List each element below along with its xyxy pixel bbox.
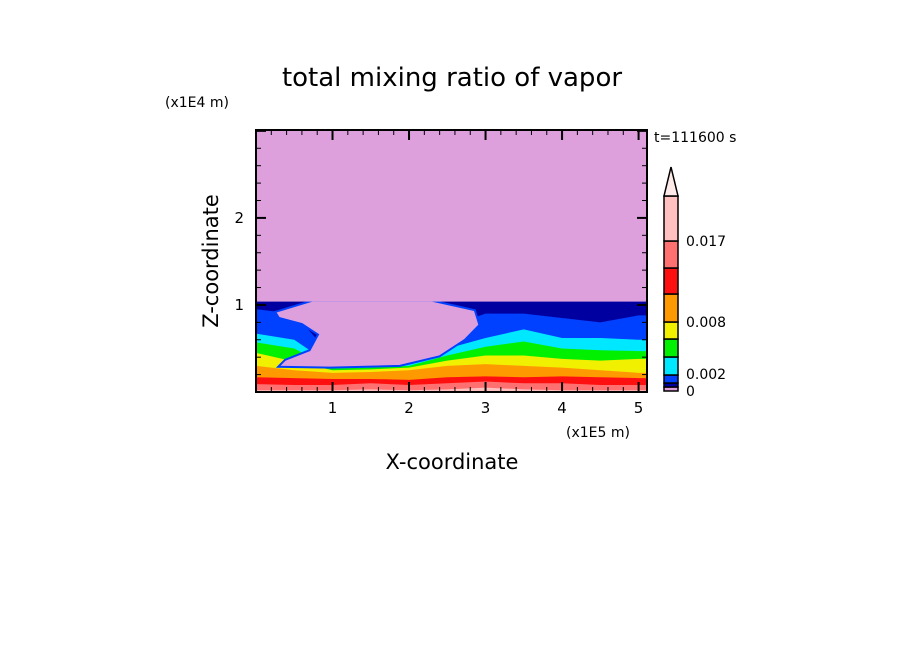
plot-frame (255, 129, 648, 393)
colorbar-level-9 (663, 195, 679, 242)
colorbar-label: 0.002 (686, 367, 726, 383)
x-unit-label: (x1E5 m) (566, 425, 630, 441)
x-tick-label: 5 (634, 399, 644, 417)
colorbar-level-5 (663, 321, 679, 340)
colorbar-level-6 (663, 293, 679, 323)
x-tick-label: 1 (328, 399, 338, 417)
x-tick-label: 2 (404, 399, 414, 417)
colorbar-level-2 (663, 374, 679, 384)
plot-area (256, 130, 647, 392)
x-tick-label: 3 (481, 399, 491, 417)
time-label: t=111600 s (654, 130, 736, 146)
y-axis-label: Z-coordinate (199, 194, 223, 328)
y-tick-label: 1 (234, 296, 244, 314)
upper-dry-region (256, 130, 647, 302)
x-axis-label: X-coordinate (386, 450, 519, 474)
colorbar-label: 0 (686, 384, 695, 400)
colorbar-level-8 (663, 240, 679, 269)
colorbar-level-7 (663, 267, 679, 295)
contour-band-8 (256, 387, 647, 392)
chart-title: total mixing ratio of vapor (282, 63, 622, 93)
colorbar-level-3 (663, 356, 679, 376)
y-unit-label: (x1E4 m) (165, 95, 229, 111)
x-tick-label: 4 (557, 399, 567, 417)
colorbar-extend-arrow (663, 166, 679, 197)
contour-band-7 (256, 381, 647, 392)
axes: 1 2 3 4 5 1 2 (234, 129, 648, 417)
colorbar-level-4 (663, 338, 679, 358)
dry-region (273, 299, 481, 369)
colorbar-label: 0.017 (686, 234, 726, 250)
colorbar: 00.002 0.008 0.017 (663, 166, 726, 400)
colorbar-label: 0.008 (686, 315, 726, 331)
y-tick-label: 2 (234, 209, 244, 227)
